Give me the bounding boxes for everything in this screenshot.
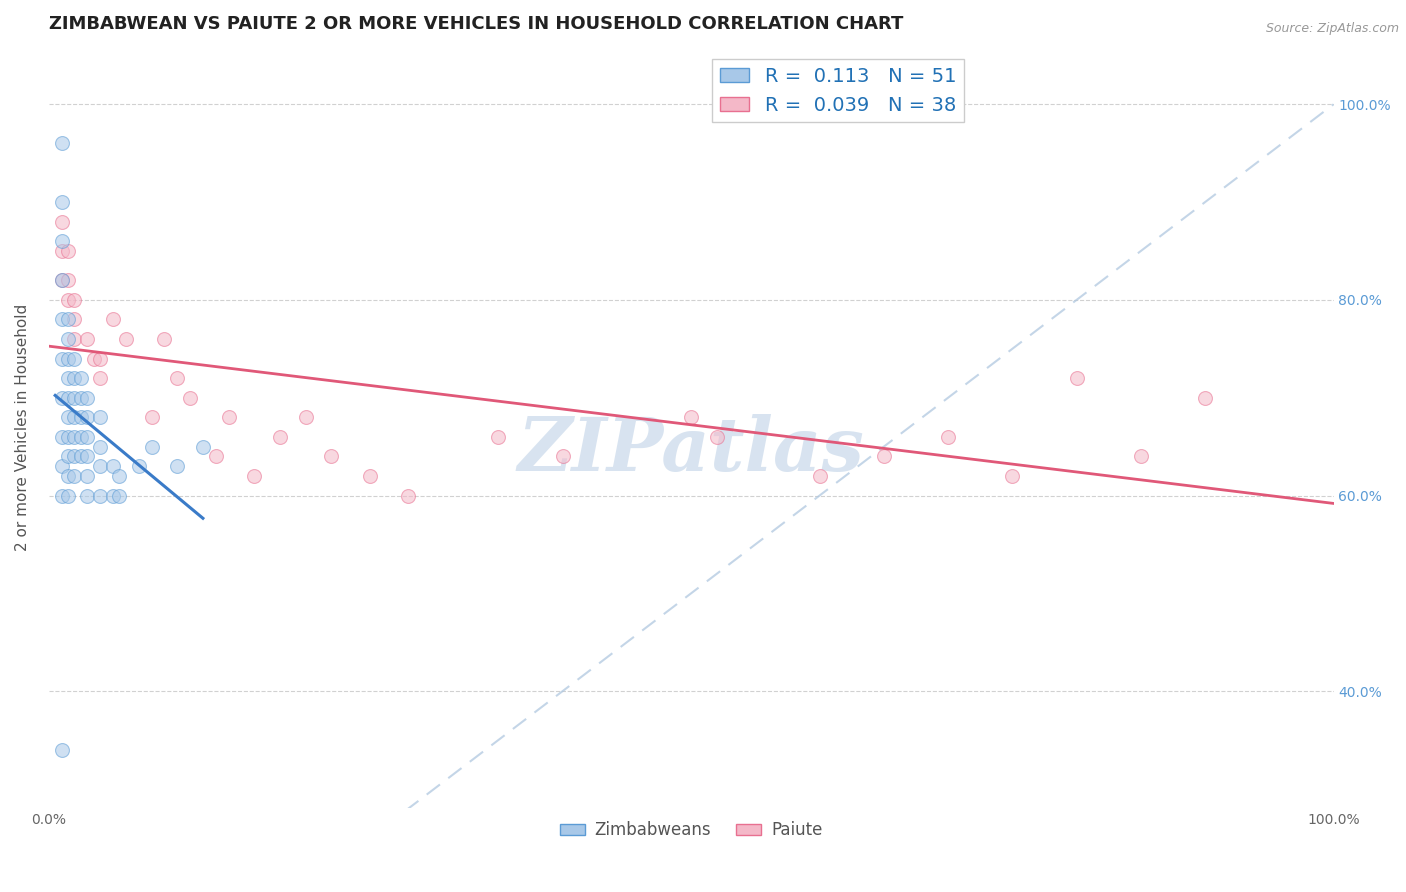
Point — [51, 195, 73, 210]
Legend: Zimbabweans, Paiute: Zimbabweans, Paiute — [553, 814, 830, 846]
Point — [51, 489, 73, 503]
Point — [51, 351, 73, 366]
Point — [51, 312, 73, 326]
Point — [51, 215, 73, 229]
Point — [76, 489, 98, 503]
Point — [321, 450, 343, 464]
Point — [70, 430, 93, 444]
Point — [63, 410, 86, 425]
Point — [89, 351, 111, 366]
Point — [1194, 391, 1216, 405]
Point — [89, 410, 111, 425]
Point — [56, 332, 79, 346]
Point — [218, 410, 240, 425]
Point — [83, 351, 105, 366]
Point — [166, 371, 188, 385]
Point — [63, 332, 86, 346]
Point — [128, 459, 150, 474]
Point — [936, 430, 959, 444]
Point — [108, 489, 131, 503]
Point — [56, 351, 79, 366]
Point — [101, 312, 124, 326]
Point — [76, 332, 98, 346]
Point — [56, 410, 79, 425]
Point — [243, 469, 266, 483]
Point — [141, 410, 163, 425]
Point — [56, 489, 79, 503]
Point — [63, 312, 86, 326]
Point — [51, 743, 73, 757]
Point — [76, 410, 98, 425]
Point — [51, 273, 73, 287]
Point — [486, 430, 509, 444]
Point — [63, 430, 86, 444]
Point — [51, 459, 73, 474]
Point — [76, 391, 98, 405]
Point — [191, 440, 214, 454]
Point — [63, 371, 86, 385]
Point — [551, 450, 574, 464]
Text: ZIMBABWEAN VS PAIUTE 2 OR MORE VEHICLES IN HOUSEHOLD CORRELATION CHART: ZIMBABWEAN VS PAIUTE 2 OR MORE VEHICLES … — [49, 15, 903, 33]
Point — [141, 440, 163, 454]
Point — [63, 351, 86, 366]
Point — [63, 469, 86, 483]
Point — [63, 293, 86, 307]
Point — [89, 371, 111, 385]
Point — [153, 332, 176, 346]
Point — [51, 430, 73, 444]
Point — [51, 136, 73, 151]
Point — [63, 391, 86, 405]
Point — [76, 469, 98, 483]
Point — [70, 391, 93, 405]
Point — [56, 391, 79, 405]
Text: Source: ZipAtlas.com: Source: ZipAtlas.com — [1265, 22, 1399, 36]
Point — [56, 244, 79, 258]
Point — [70, 371, 93, 385]
Point — [269, 430, 291, 444]
Point — [76, 450, 98, 464]
Point — [808, 469, 831, 483]
Point — [56, 273, 79, 287]
Point — [179, 391, 201, 405]
Point — [51, 244, 73, 258]
Point — [101, 489, 124, 503]
Point — [681, 410, 703, 425]
Point — [56, 469, 79, 483]
Point — [51, 391, 73, 405]
Point — [359, 469, 381, 483]
Y-axis label: 2 or more Vehicles in Household: 2 or more Vehicles in Household — [15, 303, 30, 550]
Point — [56, 312, 79, 326]
Point — [294, 410, 316, 425]
Point — [108, 469, 131, 483]
Point — [89, 459, 111, 474]
Point — [56, 293, 79, 307]
Point — [76, 430, 98, 444]
Point — [166, 459, 188, 474]
Point — [101, 459, 124, 474]
Point — [56, 430, 79, 444]
Point — [70, 450, 93, 464]
Point — [70, 410, 93, 425]
Point — [56, 450, 79, 464]
Text: ZIPatlas: ZIPatlas — [517, 414, 865, 486]
Point — [114, 332, 136, 346]
Point — [398, 489, 420, 503]
Point — [873, 450, 896, 464]
Point — [89, 440, 111, 454]
Point — [204, 450, 226, 464]
Point — [1001, 469, 1024, 483]
Point — [63, 450, 86, 464]
Point — [51, 273, 73, 287]
Point — [89, 489, 111, 503]
Point — [706, 430, 728, 444]
Point — [56, 371, 79, 385]
Point — [1129, 450, 1152, 464]
Point — [51, 234, 73, 248]
Point — [1066, 371, 1088, 385]
